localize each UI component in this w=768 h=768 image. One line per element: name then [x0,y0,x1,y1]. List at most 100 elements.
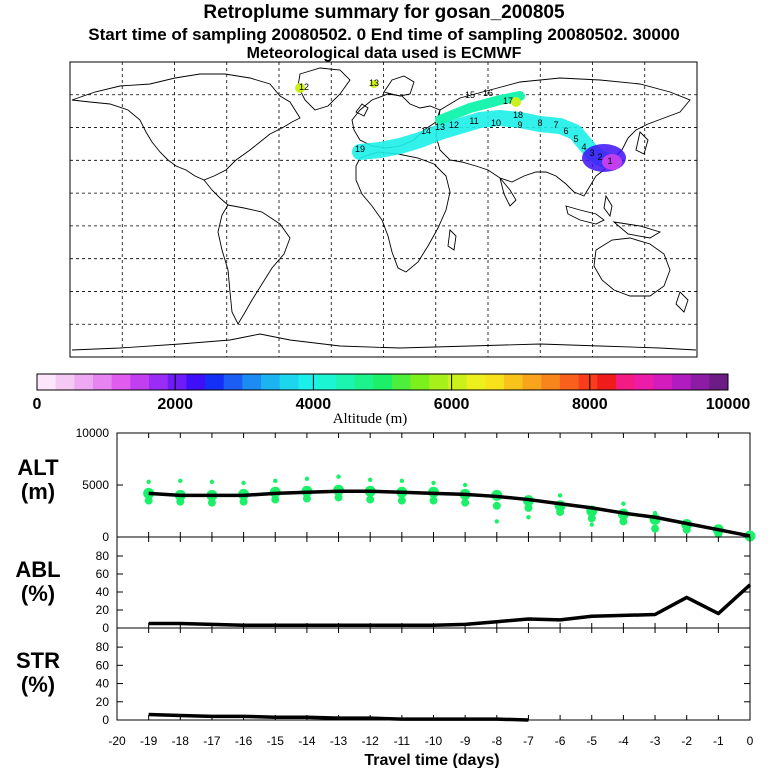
y-axis-label: ALT [17,455,59,480]
x-tick-label: -19 [140,734,158,748]
colorbar-swatch [130,374,150,390]
colorbar-swatch [373,374,393,390]
alt-scatter-point [273,478,278,484]
plume-time-label: 9 [517,120,522,130]
alt-scatter-point [587,514,596,523]
y-tick-label: 0 [102,713,109,727]
colorbar-swatch [242,374,262,390]
panel-str: 0 20 40 60 80 STR(%) [16,627,751,727]
plume-time-label: 8 [537,118,542,128]
y-axis-label-unit: (m) [21,479,55,504]
colorbar-label: Altitude (m) [333,411,408,427]
plume-outlier [295,83,305,93]
colorbar-swatch [37,374,57,390]
y-tick-label: 80 [96,549,110,563]
alt-scatter-point [524,503,533,512]
colorbar-swatch [522,374,542,390]
world-map [69,61,698,358]
plume-source-core [602,154,622,170]
alt-scatter-point [557,493,563,498]
alt-scatter-point [302,494,311,503]
plume-time-label: 18 [513,110,523,120]
alt-scatter-point [207,498,216,507]
panel-abl: 0 20 40 60 80 ABL(%) [15,536,752,635]
colorbar-swatch [167,374,187,390]
x-tick-label: -3 [650,734,661,748]
alt-scatter-point [492,501,501,510]
x-tick-label: -14 [298,734,316,748]
alt-scatter-point [462,482,468,488]
plume-outlier [511,97,521,107]
colorbar-swatch [298,374,318,390]
x-tick-label: -9 [460,734,471,748]
colorbar-swatch [335,374,355,390]
x-tick-label: -13 [330,734,348,748]
plume-time-label: 17 [503,96,513,106]
y-axis-label-unit: (%) [21,581,55,606]
colorbar-tick-label: 4000 [296,396,332,413]
time-series-panels: 0500010000ALT(m)020406080ABL(%)020406080… [15,426,756,748]
colorbar-swatch [74,374,94,390]
map-gridlines [70,62,697,357]
alt-scatter-point [176,497,185,506]
plume-time-label: 2 [597,152,602,162]
colorbar-swatch [186,374,206,390]
y-axis-label: ABL [15,557,60,582]
colorbar-swatch [447,374,468,390]
coastlines [71,67,697,351]
colorbar-swatch [205,374,225,390]
y-tick-label: 60 [96,567,110,581]
alt-scatter-point [271,495,280,504]
x-tick-label: -11 [394,734,411,748]
alt-scatter-point [397,496,406,505]
alt-scatter-point [652,510,658,516]
alt-scatter-point [461,498,470,507]
colorbar-swatch [261,374,281,390]
alt-scatter-point [209,479,215,485]
plume-time-label: 3 [589,148,594,158]
plume-time-label: 16 [483,88,493,98]
alt-scatter-point [431,480,436,486]
y-tick-label: 80 [96,640,110,654]
plume-swath [352,110,618,170]
altitude-colorbar: 0 2000 4000 6000 8000 10000 [33,373,750,413]
x-tick-label: -8 [491,734,502,748]
x-tick-label: -6 [555,734,566,748]
plume-branch [435,91,525,125]
alt-scatter-point [366,495,375,504]
x-tick-label: 0 [747,734,754,748]
y-tick-label: 40 [96,585,110,599]
colorbar-swatch [503,374,524,390]
x-tick-label: -1 [713,734,724,748]
x-tick-label: -18 [172,734,190,748]
colorbar-swatch [541,374,561,390]
x-tick-label: -2 [681,734,692,748]
colorbar-swatch [317,374,337,390]
colorbar-swatch [149,374,169,390]
y-tick-label: 0 [102,621,109,635]
y-tick-label: 10000 [76,426,110,440]
alt-scatter-point [368,477,373,482]
plume-time-label: 13 [369,78,379,88]
colorbar-swatch [597,374,617,390]
colorbar-swatch [709,374,729,390]
plume-time-label: 12 [449,120,459,130]
colorbar-tick-label: 8000 [572,396,608,413]
colorbar-swatch [578,374,598,390]
colorbar-swatch [429,374,449,390]
y-tick-label: 40 [96,677,110,691]
plume-time-label: 13 [435,122,445,132]
colorbar-swatch [111,374,131,390]
alt-scatter-point [144,496,153,505]
y-axis-label-unit: (%) [21,672,55,697]
alt-scatter-point [239,497,248,506]
y-axis-label: STR [16,648,60,673]
colorbar-swatch [671,374,692,390]
alt-scatter-point [241,480,246,486]
plume-time-label: 14 [421,126,431,136]
alt-scatter-point [429,496,438,505]
alt-scatter-point [304,476,310,481]
x-tick-label: -4 [618,734,629,748]
x-tick-label: -7 [523,734,534,748]
y-tick-label: 60 [96,658,110,672]
